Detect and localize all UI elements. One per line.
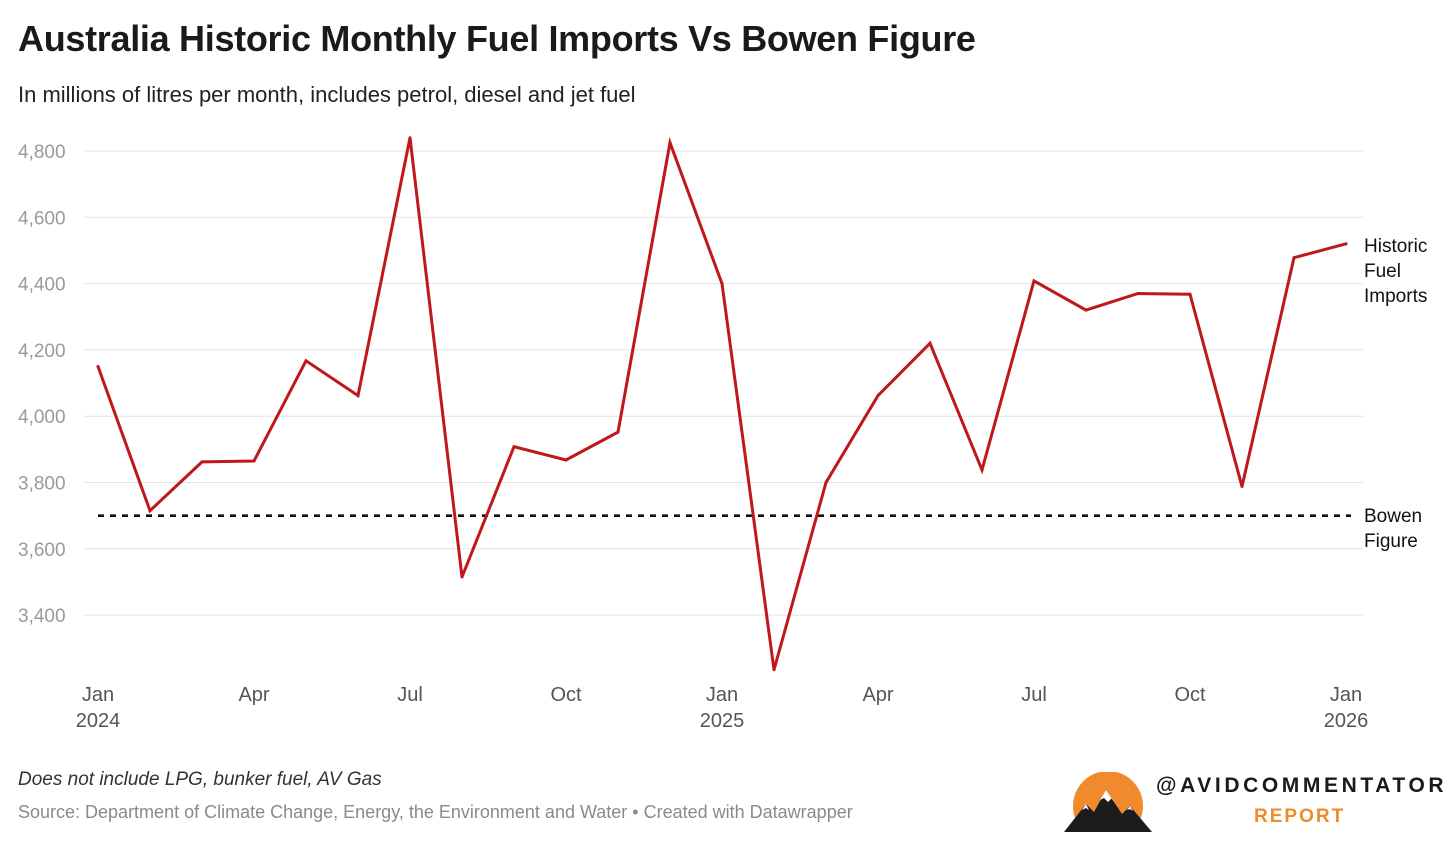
y-tick-label: 3,600 — [18, 540, 66, 561]
x-tick-month-label: Oct — [550, 684, 582, 706]
y-tick-label: 4,600 — [18, 208, 66, 229]
chart-title: Australia Historic Monthly Fuel Imports … — [18, 18, 976, 59]
y-tick-label: 4,000 — [18, 407, 66, 428]
x-tick-month-label: Apr — [238, 684, 269, 706]
data-point — [252, 459, 256, 463]
gridlines — [84, 150, 1363, 616]
series-labels: Historic Fuel Imports Bowen Figure — [1364, 236, 1427, 552]
source-credit: Source: Department of Climate Change, En… — [18, 802, 853, 822]
y-axis-tick-labels: 3,400 3,600 3,800 4,000 4,200 4,400 4,600 4,800 — [18, 142, 66, 627]
data-point — [356, 394, 360, 398]
brand-subtitle: REPORT — [1254, 806, 1346, 827]
series-label-historic-fuel-imports: Imports — [1364, 286, 1427, 307]
brand-handle: @AVIDCOMMENTATOR — [1156, 774, 1448, 797]
data-point — [564, 458, 568, 462]
data-point — [772, 668, 776, 672]
x-tick-month-label: Oct — [1174, 684, 1206, 706]
data-point — [1032, 279, 1036, 283]
data-point — [512, 445, 516, 449]
x-tick-year-label: 2025 — [700, 710, 745, 732]
footnote: Does not include LPG, bunker fuel, AV Ga… — [18, 769, 382, 790]
data-point — [1136, 292, 1140, 296]
mountain-sun-logo-icon — [1064, 772, 1154, 834]
x-tick-month-label: Jan — [1330, 684, 1362, 706]
series-label-historic-fuel-imports: Historic — [1364, 236, 1427, 257]
data-point — [1344, 242, 1348, 246]
data-point — [668, 141, 672, 145]
data-point — [96, 364, 100, 368]
y-tick-label: 4,800 — [18, 142, 66, 163]
data-point — [460, 575, 464, 579]
data-point — [616, 430, 620, 434]
x-tick-year-label: 2024 — [76, 710, 121, 732]
brand-block: @AVIDCOMMENTATOR REPORT — [1064, 770, 1448, 834]
x-tick-month-label: Jul — [397, 684, 423, 706]
data-point — [928, 341, 932, 345]
data-point — [980, 468, 984, 472]
data-point — [200, 460, 204, 464]
series-group — [96, 136, 1348, 672]
data-point — [1188, 292, 1192, 296]
data-point — [1240, 484, 1244, 488]
x-tick-month-label: Jul — [1021, 684, 1047, 706]
data-point — [1292, 256, 1296, 260]
x-tick-year-label: 2026 — [1324, 710, 1369, 732]
data-point — [148, 509, 152, 513]
y-tick-label: 3,800 — [18, 474, 66, 495]
data-point — [876, 394, 880, 398]
x-tick-month-label: Jan — [82, 684, 114, 706]
chart-subtitle: In millions of litres per month, include… — [18, 82, 636, 107]
x-axis-tick-labels: Jan 2024 Apr Jul Oct Jan 2025 Apr Jul Oct Jan 2026 — [76, 684, 1369, 732]
x-tick-month-label: Apr — [862, 684, 893, 706]
series-label-bowen-figure: Figure — [1364, 531, 1418, 552]
series-label-bowen-figure: Bowen — [1364, 506, 1422, 527]
data-point — [824, 481, 828, 484]
y-tick-label: 4,400 — [18, 275, 66, 296]
series-label-historic-fuel-imports: Fuel — [1364, 261, 1401, 282]
data-point — [408, 136, 412, 140]
data-point — [720, 282, 724, 286]
y-tick-label: 3,400 — [18, 606, 66, 627]
y-tick-label: 4,200 — [18, 341, 66, 362]
x-tick-month-label: Jan — [706, 684, 738, 706]
data-point — [1084, 308, 1088, 312]
data-point — [304, 359, 308, 363]
